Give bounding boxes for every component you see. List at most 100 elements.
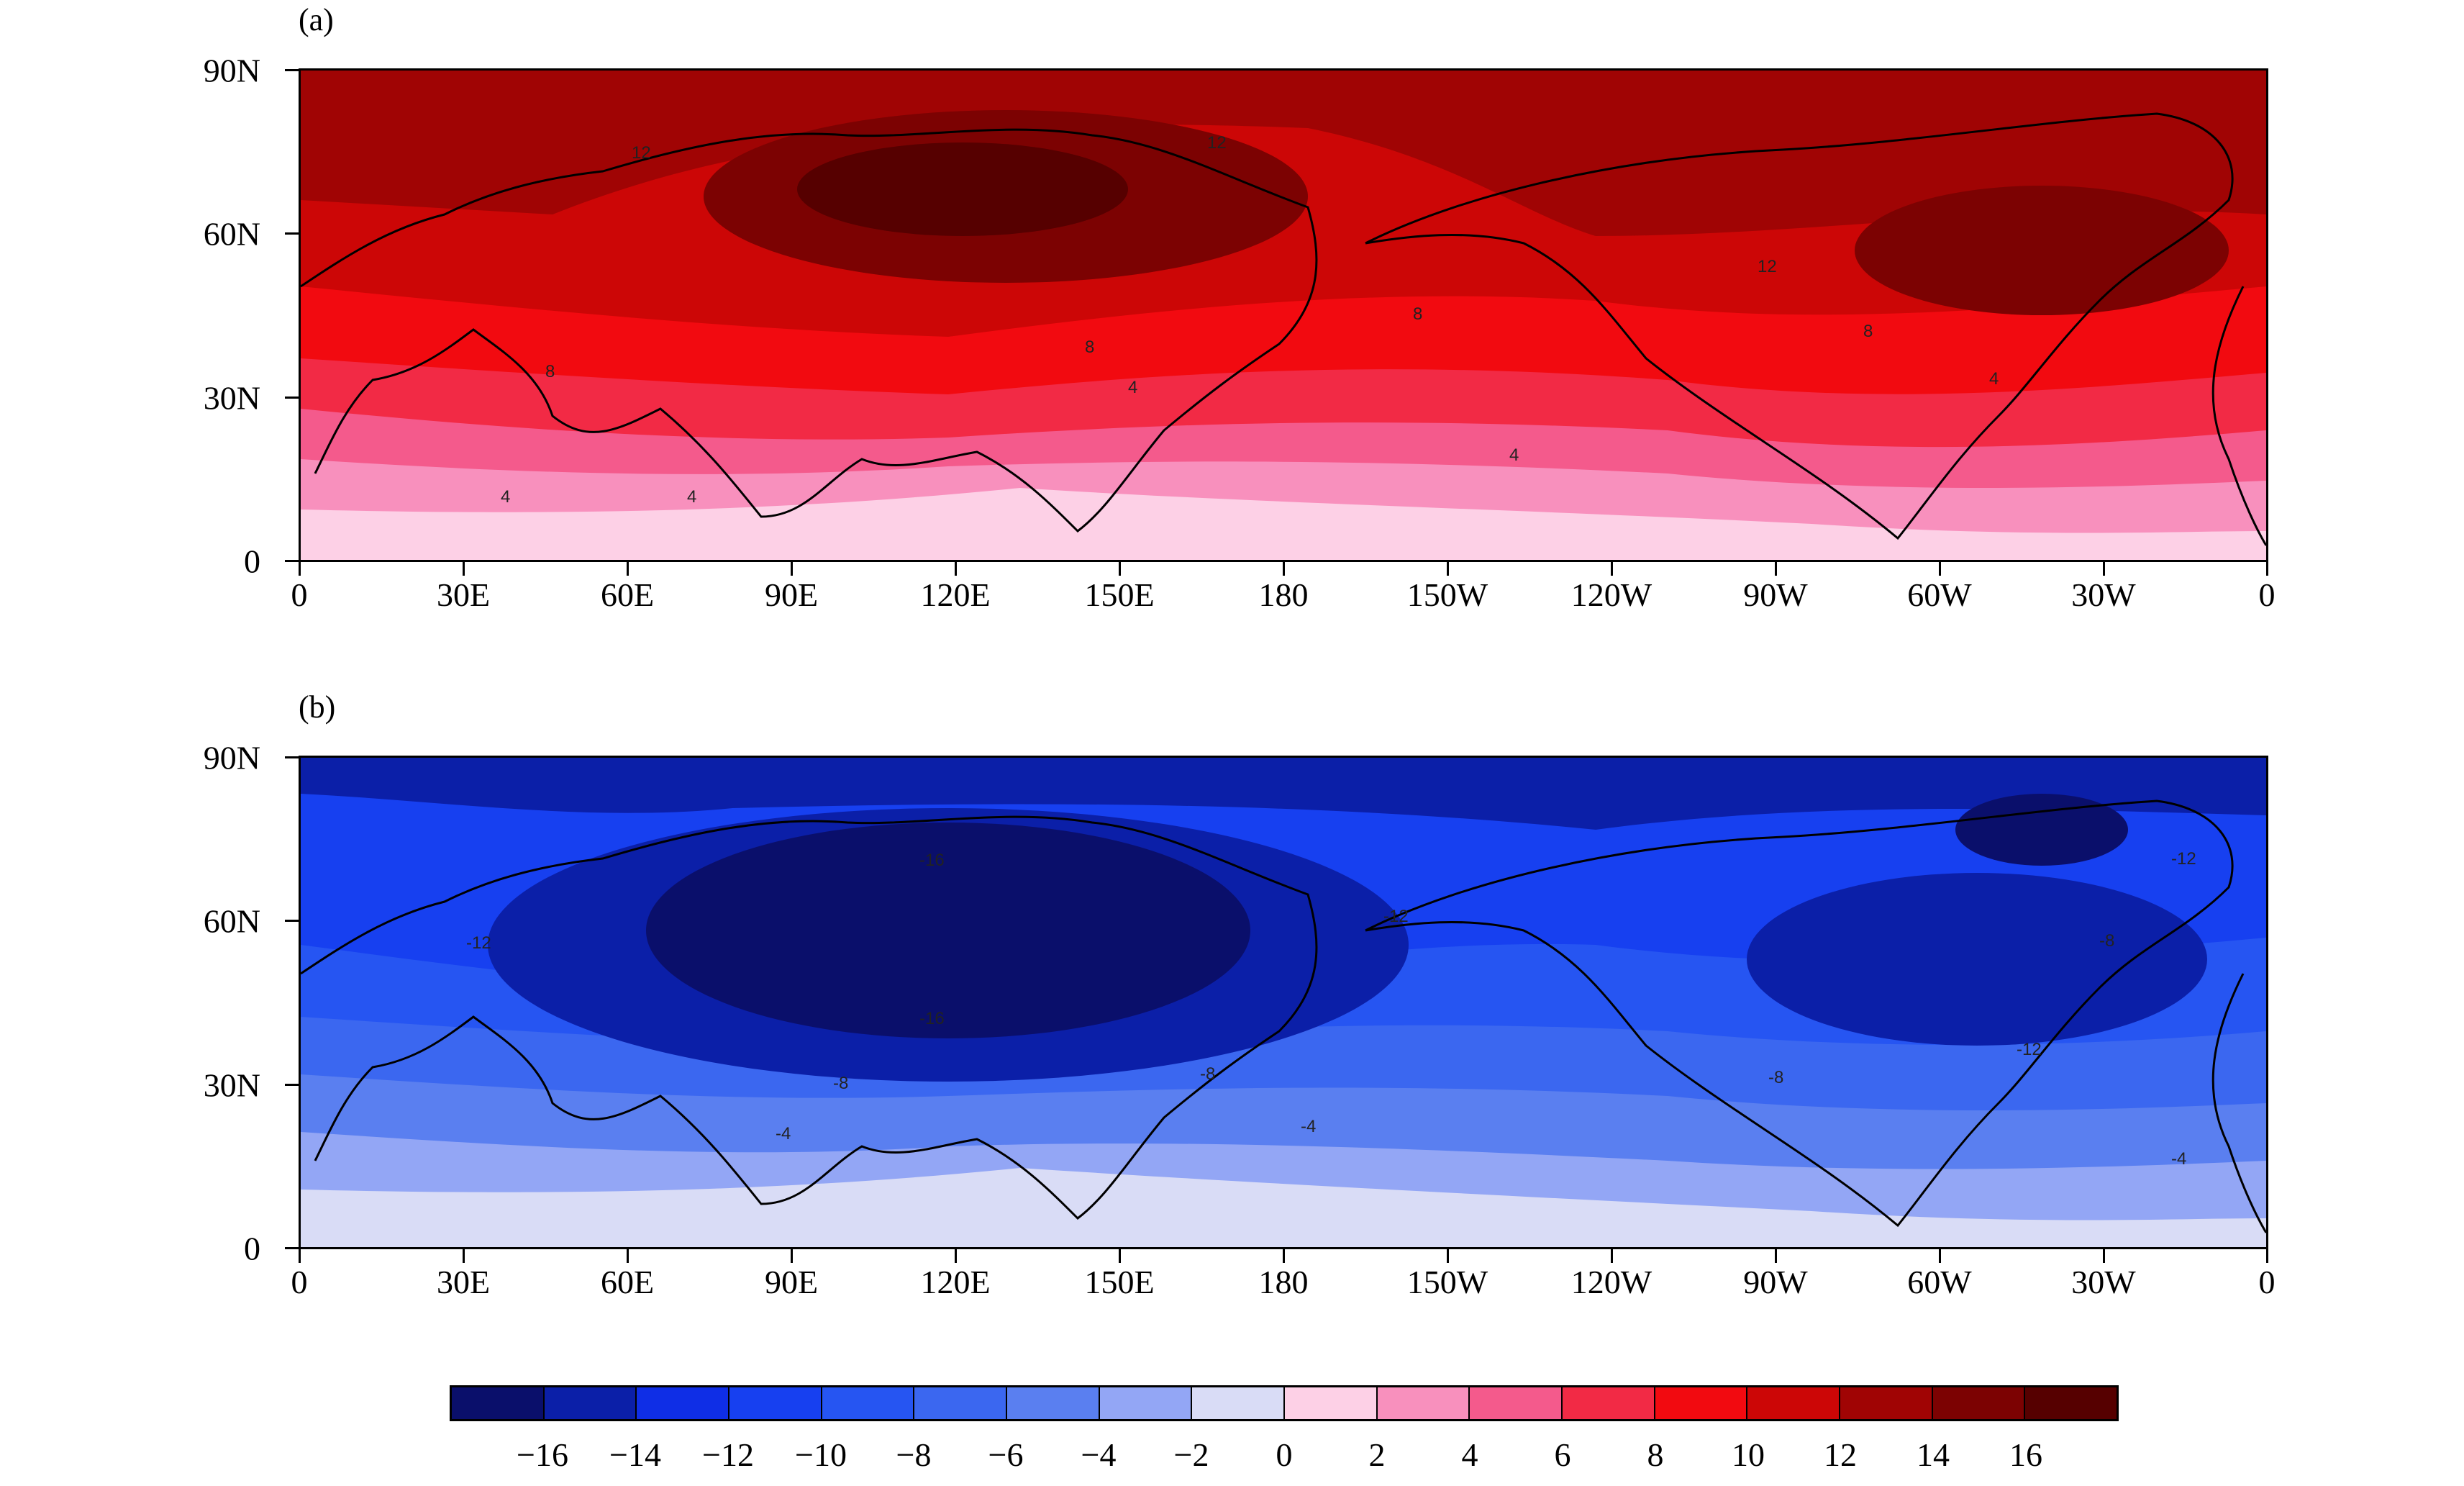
- contour-label: -12: [2171, 849, 2196, 869]
- map-plot-a: 12 12 12 8 8 8 8 4 4 4 4 4: [299, 68, 2268, 562]
- y-tick: [285, 1084, 299, 1086]
- x-tick-label: 30E: [436, 1264, 491, 1300]
- x-tick: [299, 1249, 301, 1263]
- colorbar-box: [914, 1387, 1008, 1419]
- y-tick: [285, 920, 299, 922]
- band-a-12: [301, 71, 2266, 236]
- colorbar-box: [1007, 1387, 1100, 1419]
- x-tick-label: 90E: [764, 1264, 819, 1300]
- colorbar-box: [1932, 1387, 2026, 1419]
- x-tick: [463, 1249, 465, 1263]
- x-tick: [1611, 562, 1613, 576]
- colorbar-tick-label: −12: [702, 1436, 754, 1473]
- colorbar-tick-label: 12: [1824, 1436, 1857, 1473]
- contour-label: -8: [2099, 931, 2114, 951]
- colorbar-tick-label: 6: [1554, 1436, 1571, 1473]
- colorbar-box: [452, 1387, 545, 1419]
- x-tick: [2103, 1249, 2105, 1263]
- x-tick: [1447, 1249, 1449, 1263]
- x-tick-label: 30E: [436, 576, 491, 613]
- colorbar: [450, 1385, 2119, 1421]
- contour-label: 12: [1758, 257, 1777, 276]
- x-tick-label: 150W: [1406, 1264, 1488, 1300]
- y-tick-label: 90N: [203, 739, 260, 776]
- colorbar-box: [1470, 1387, 1563, 1419]
- colorbar-box: [2025, 1387, 2117, 1419]
- x-tick: [1939, 562, 1941, 576]
- x-tick: [1775, 562, 1777, 576]
- x-tick: [955, 1249, 957, 1263]
- x-tick-label: 180: [1258, 1264, 1309, 1300]
- y-tick: [285, 1247, 299, 1249]
- x-tick-label: 30W: [2071, 576, 2136, 613]
- colorbar-box: [1563, 1387, 1655, 1419]
- contour-label: 8: [1085, 337, 1094, 357]
- colorbar-tick-label: 0: [1276, 1436, 1293, 1473]
- x-tick: [1119, 1249, 1121, 1263]
- contour-label: -8: [1768, 1068, 1783, 1087]
- max-a-16: [797, 142, 1128, 236]
- y-tick-label: 60N: [203, 215, 260, 253]
- x-tick-label: 150E: [1084, 576, 1155, 613]
- contour-label: -16: [919, 1009, 945, 1028]
- contour-label: 4: [501, 487, 510, 507]
- colorbar-box: [1285, 1387, 1378, 1419]
- band-b-2: [301, 1168, 2266, 1247]
- colorbar-tick-label: 8: [1647, 1436, 1664, 1473]
- colorbar-box: [1840, 1387, 1933, 1419]
- contour-label: 12: [632, 143, 651, 163]
- x-tick-label: 180: [1258, 576, 1309, 613]
- colorbar-box: [1192, 1387, 1286, 1419]
- y-tick-label: 30N: [203, 379, 260, 417]
- colorbar-tick-label: 16: [2009, 1436, 2042, 1473]
- x-tick: [1775, 1249, 1777, 1263]
- contour-label: 4: [687, 487, 696, 507]
- colorbar-tick-label: 10: [1732, 1436, 1765, 1473]
- x-tick-label: 120E: [920, 1264, 991, 1300]
- contour-label: 4: [1989, 369, 1999, 389]
- colorbar-tick-label: −6: [988, 1436, 1024, 1473]
- colorbar-tick-label: −2: [1173, 1436, 1209, 1473]
- colorbar-tick-label: −16: [517, 1436, 568, 1473]
- x-tick-label: 90W: [1743, 1264, 1808, 1300]
- colorbar-box: [822, 1387, 915, 1419]
- contour-label: -12: [466, 933, 491, 953]
- x-tick-label: 30W: [2071, 1264, 2136, 1300]
- colorbar-tick-label: −4: [1081, 1436, 1117, 1473]
- min-b-16: [646, 823, 1250, 1038]
- x-tick-label: 60E: [600, 1264, 655, 1300]
- x-tick-label: 150W: [1406, 576, 1488, 613]
- x-tick: [2103, 562, 2105, 576]
- panel-b: (b) -16 -16 -12 -12 -12 -12 -8: [0, 687, 2464, 1320]
- colorbar-box: [1099, 1387, 1193, 1419]
- y-tick-label: 90N: [203, 52, 260, 89]
- contour-label: -12: [2017, 1040, 2042, 1059]
- x-tick-label: 150E: [1084, 1264, 1155, 1300]
- contour-label: -4: [1301, 1117, 1316, 1136]
- map-plot-b: -16 -16 -12 -12 -12 -12 -8 -8 -8 -8 -4 -…: [299, 756, 2268, 1249]
- colorbar-tick-label: −8: [896, 1436, 932, 1473]
- y-tick: [285, 560, 299, 562]
- colorbar-tick-label: 4: [1461, 1436, 1478, 1473]
- x-tick: [627, 1249, 629, 1263]
- colorbar-tick-label: −10: [795, 1436, 847, 1473]
- y-tick-label: 60N: [203, 902, 260, 940]
- x-tick-label: 120E: [920, 576, 991, 613]
- contour-label: -4: [776, 1124, 791, 1143]
- contour-label: -8: [833, 1074, 848, 1093]
- y-tick: [285, 232, 299, 235]
- contour-label: 4: [1509, 445, 1519, 465]
- x-tick-label: 0: [2258, 1264, 2276, 1300]
- y-tick-label: 0: [244, 1230, 260, 1267]
- x-tick-label: 60W: [1907, 576, 1972, 613]
- x-tick-label: 90E: [764, 576, 819, 613]
- band-b-14: [301, 758, 2266, 830]
- colorbar-box: [1377, 1387, 1470, 1419]
- colorbar-box: [1655, 1387, 1748, 1419]
- y-tick: [285, 756, 299, 758]
- band-a-2: [301, 488, 2266, 560]
- y-tick-label: 0: [244, 543, 260, 580]
- max-a-14-na: [1855, 186, 2229, 315]
- x-tick-label: 60W: [1907, 1264, 1972, 1300]
- y-tick: [285, 69, 299, 71]
